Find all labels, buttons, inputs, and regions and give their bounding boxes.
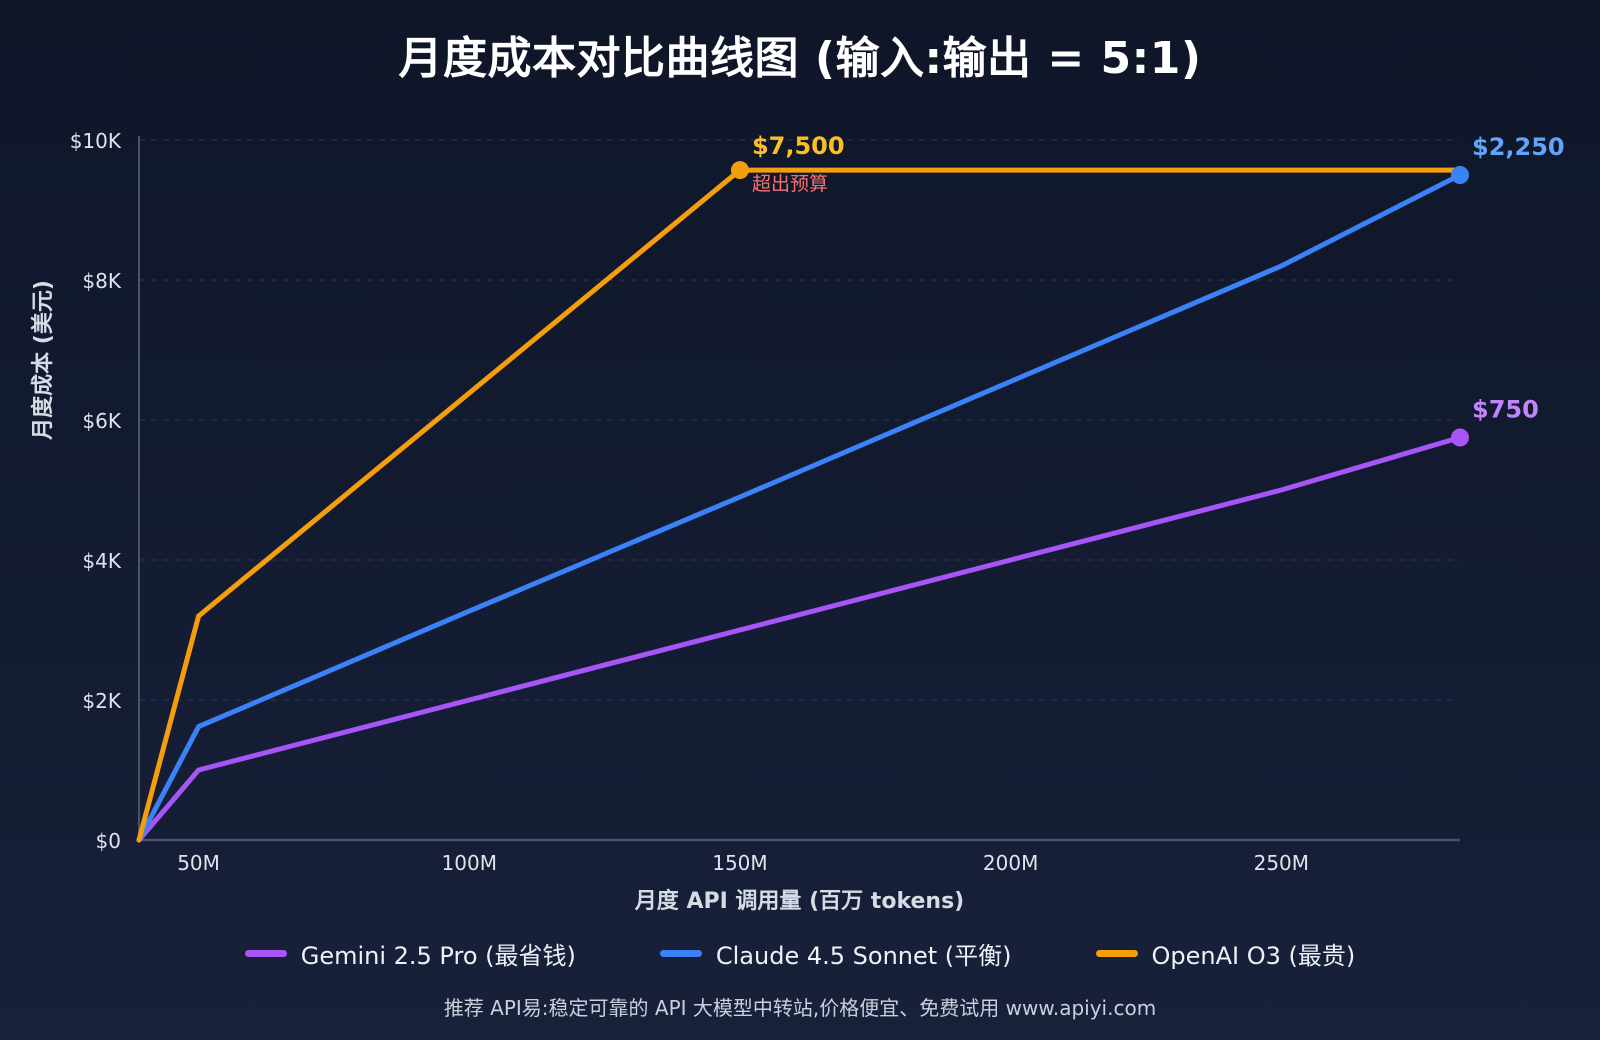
- x-axis-title: 月度 API 调用量 (百万 tokens): [634, 888, 964, 914]
- x-tick-label: 150M: [712, 851, 767, 875]
- series-line-1: [136, 172, 1463, 843]
- x-tick-label: 100M: [442, 851, 497, 875]
- legend-label-gemini: Gemini 2.5 Pro (最省钱): [300, 942, 576, 970]
- legend-swatch-claude: [659, 950, 702, 957]
- y-tick-label: $4K: [82, 549, 121, 573]
- y-tick-label: $0: [96, 829, 121, 853]
- x-tick-label: 50M: [177, 851, 220, 875]
- legend-item-gemini: Gemini 2.5 Pro (最省钱): [244, 936, 576, 971]
- legend: Gemini 2.5 Pro (最省钱) Claude 4.5 Sonnet (…: [0, 936, 1600, 971]
- x-tick-label: 250M: [1254, 851, 1309, 875]
- chart-title: 月度成本对比曲线图 (输入:输出 = 5:1): [398, 33, 1202, 84]
- legend-swatch-gemini: [244, 950, 287, 957]
- series-line-0: [136, 435, 1463, 843]
- peak-label: $7,500: [752, 132, 845, 160]
- legend-item-claude: Claude 4.5 Sonnet (平衡): [659, 936, 1012, 971]
- y-tick-label: $2K: [82, 689, 121, 713]
- end-label-1: $2,250: [1472, 133, 1565, 161]
- y-tick-label: $8K: [82, 269, 121, 293]
- legend-swatch-openai: [1095, 950, 1138, 957]
- end-marker-1: [1451, 166, 1469, 184]
- peak-note: 超出预算: [752, 173, 828, 195]
- y-tick-label: $10K: [70, 129, 122, 153]
- footer-note: 推荐 API易:稳定可靠的 API 大模型中转站,价格便宜、免费试用 www.a…: [443, 996, 1157, 1020]
- legend-label-claude: Claude 4.5 Sonnet (平衡): [715, 942, 1012, 970]
- series-line-2: [136, 167, 1463, 843]
- y-axis-title: 月度成本 (美元): [30, 280, 56, 441]
- end-label-0: $750: [1472, 396, 1539, 424]
- y-tick-label: $6K: [82, 409, 121, 433]
- legend-label-openai: OpenAI O3 (最贵): [1151, 942, 1356, 970]
- peak-marker: [730, 161, 749, 180]
- line-chart: $0 $2K $4K $6K $8K $10K 50M 100M 150M 200M 250M 月度 …: [30, 129, 1565, 914]
- legend-item-openai: OpenAI O3 (最贵): [1095, 936, 1356, 971]
- x-tick-label: 200M: [983, 851, 1038, 875]
- end-marker-0: [1451, 428, 1469, 447]
